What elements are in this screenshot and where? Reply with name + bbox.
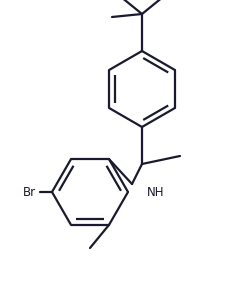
Text: NH: NH xyxy=(147,185,164,199)
Text: Br: Br xyxy=(23,185,36,199)
